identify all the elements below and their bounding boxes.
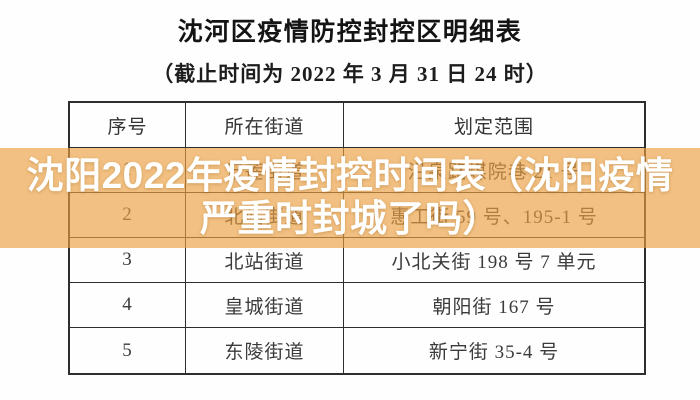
table-row-4-street: 皇城街道: [186, 283, 344, 328]
overlay-title-line-2: 严重时封城了吗）: [200, 198, 500, 239]
header-cell-street: 所在街道: [186, 103, 344, 148]
table-row-4-serial: 4: [70, 283, 186, 328]
table-row-4-range: 朝阳街 167 号: [344, 283, 644, 328]
overlay-title-line-1: 沈阳2022年疫情封控时间表（沈阳疫情: [26, 155, 674, 197]
table-row-5-street: 东陵街道: [186, 328, 344, 373]
page-subtitle: （截止时间为 2022 年 3 月 31 日 24 时）: [152, 62, 548, 86]
header-cell-serial: 序号: [70, 103, 186, 148]
table-row-5-range: 新宁街 35-4 号: [428, 342, 560, 363]
table-row-5-serial: 5: [70, 328, 186, 373]
table-row-3-street: 北站街道: [186, 238, 344, 283]
table-row-3-range: 小北关街 198 号 7 单元: [344, 238, 644, 283]
table-row-3-serial: 3: [70, 238, 186, 283]
overlay-banner: 沈阳2022年疫情封控时间表（沈阳疫情 严重时封城了吗）: [0, 148, 700, 248]
header-cell-range: 划定范围: [344, 103, 644, 148]
page-title: 沈河区疫情防控封控区明细表: [177, 19, 523, 46]
